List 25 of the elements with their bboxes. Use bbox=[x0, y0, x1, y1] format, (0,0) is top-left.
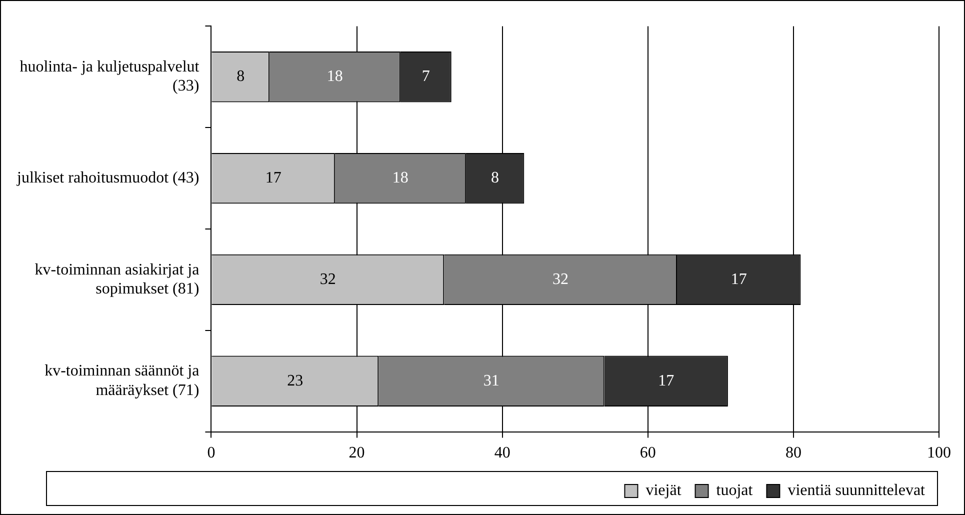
data-label: 32 bbox=[552, 270, 569, 288]
y-tick-label: julkiset rahoitusmuodot (43) bbox=[16, 170, 200, 187]
y-tick-label: kv-toiminnan säännöt ja määräykset (71) bbox=[44, 362, 200, 399]
x-tick-label: 60 bbox=[640, 444, 656, 462]
x-tick-label: 40 bbox=[494, 444, 510, 462]
x-tick-label: 100 bbox=[927, 444, 951, 462]
data-label: 32 bbox=[320, 270, 336, 288]
data-label: 17 bbox=[658, 372, 674, 390]
data-label: 8 bbox=[236, 68, 245, 86]
data-label: 17 bbox=[265, 170, 282, 187]
legend-label: tuojat bbox=[716, 482, 754, 500]
data-label: 31 bbox=[483, 372, 500, 390]
data-label: 17 bbox=[730, 270, 747, 288]
data-label: 18 bbox=[392, 170, 408, 187]
y-tick-label: huolinta- ja kuljetuspalvelut (33) bbox=[20, 58, 200, 95]
x-tick-label: 20 bbox=[348, 444, 365, 462]
x-tick-label: 80 bbox=[785, 444, 802, 462]
legend-label: vientiä suunnittelevat bbox=[788, 482, 926, 500]
y-tick-label: kv-toiminnan asiakirjat ja sopimukset (81) bbox=[34, 261, 200, 298]
data-label: 18 bbox=[326, 68, 343, 86]
legend-label: viejät bbox=[646, 482, 682, 500]
x-tick-label: 0 bbox=[207, 444, 216, 462]
data-label: 23 bbox=[287, 372, 304, 390]
data-label: 7 bbox=[422, 68, 430, 86]
data-label: 8 bbox=[491, 170, 500, 187]
